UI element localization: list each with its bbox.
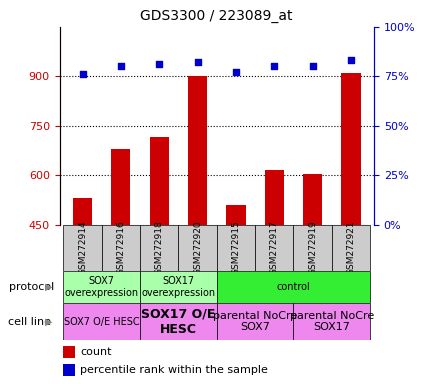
- Bar: [227, 205, 246, 225]
- Bar: [303, 174, 322, 225]
- Bar: [217, 225, 255, 271]
- Bar: [102, 225, 140, 271]
- Bar: [63, 303, 140, 340]
- Bar: [217, 271, 370, 303]
- Bar: [63, 346, 75, 358]
- Bar: [293, 303, 370, 340]
- Bar: [140, 303, 217, 340]
- Text: GSM272920: GSM272920: [193, 220, 202, 275]
- Text: SOX7
overexpression: SOX7 overexpression: [65, 276, 139, 298]
- Bar: [140, 225, 178, 271]
- Point: [194, 60, 201, 66]
- Point: [309, 63, 316, 70]
- Text: SOX17
overexpression: SOX17 overexpression: [142, 276, 215, 298]
- Text: parental NoCre
SOX7: parental NoCre SOX7: [213, 311, 297, 333]
- Bar: [178, 225, 217, 271]
- Text: GSM272916: GSM272916: [116, 220, 125, 275]
- Text: ▶: ▶: [45, 317, 53, 327]
- Point: [117, 63, 124, 70]
- Text: cell line: cell line: [8, 317, 51, 327]
- Text: SOX7 O/E HESC: SOX7 O/E HESC: [64, 316, 139, 327]
- Text: GSM272919: GSM272919: [308, 220, 317, 275]
- Point: [348, 58, 354, 64]
- Bar: [63, 364, 75, 376]
- Bar: [63, 271, 140, 303]
- Text: GSM272917: GSM272917: [270, 220, 279, 275]
- Text: parental NoCre
SOX17: parental NoCre SOX17: [290, 311, 374, 333]
- Bar: [111, 149, 130, 225]
- Text: ▶: ▶: [45, 282, 53, 292]
- Point: [271, 63, 278, 70]
- Bar: [188, 76, 207, 225]
- Text: protocol: protocol: [8, 282, 54, 292]
- Bar: [63, 225, 102, 271]
- Bar: [73, 198, 92, 225]
- Text: GSM272918: GSM272918: [155, 220, 164, 275]
- Bar: [140, 271, 217, 303]
- Bar: [255, 225, 293, 271]
- Text: GSM272915: GSM272915: [232, 220, 241, 275]
- Text: count: count: [80, 347, 112, 357]
- Point: [79, 71, 86, 78]
- Title: GDS3300 / 223089_at: GDS3300 / 223089_at: [141, 9, 293, 23]
- Text: SOX17 O/E
HESC: SOX17 O/E HESC: [141, 308, 215, 336]
- Point: [232, 69, 239, 75]
- Text: GSM272914: GSM272914: [78, 220, 87, 275]
- Bar: [265, 170, 284, 225]
- Bar: [293, 225, 332, 271]
- Point: [156, 61, 163, 68]
- Text: percentile rank within the sample: percentile rank within the sample: [80, 365, 268, 375]
- Text: GSM272921: GSM272921: [346, 220, 355, 275]
- Bar: [341, 73, 360, 225]
- Bar: [332, 225, 370, 271]
- Bar: [217, 303, 293, 340]
- Bar: [150, 137, 169, 225]
- Text: control: control: [277, 282, 310, 292]
